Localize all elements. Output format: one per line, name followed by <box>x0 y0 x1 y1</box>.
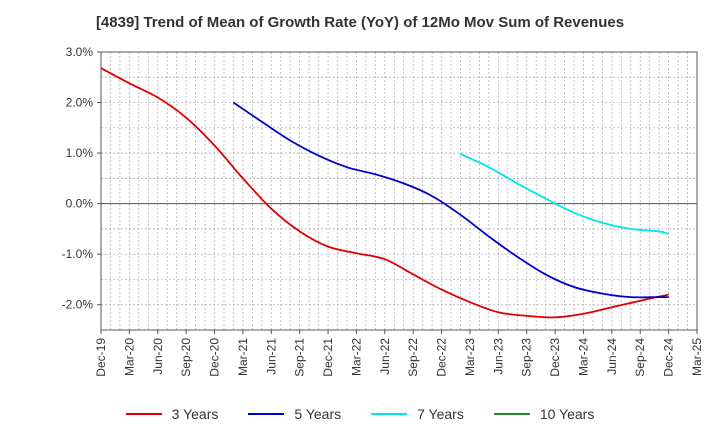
series-line-7-years <box>460 153 669 235</box>
x-tick-label: Dec-20 <box>208 338 222 377</box>
x-tick-label: Sep-20 <box>179 338 193 377</box>
chart-title: [4839] Trend of Mean of Growth Rate (YoY… <box>95 14 625 31</box>
legend-item-10-years: 10 Years <box>493 406 595 422</box>
y-tick-label: 1.0% <box>66 146 94 160</box>
legend-swatch <box>125 413 162 415</box>
x-tick-label: Jun-22 <box>378 338 392 375</box>
x-tick-label: Mar-23 <box>463 338 477 376</box>
x-tick-label: Dec-23 <box>548 338 562 377</box>
legend-swatch <box>248 413 285 415</box>
x-tick-label: Mar-25 <box>690 338 704 376</box>
plot-frame <box>100 51 698 331</box>
x-tick-label: Dec-22 <box>435 338 449 377</box>
series-line-3-years <box>100 67 669 319</box>
x-tick-label: Mar-22 <box>349 338 363 376</box>
y-tick-label: 2.0% <box>66 96 94 110</box>
legend-item-3-years: 3 Years <box>125 406 219 422</box>
x-tick-label: Jun-20 <box>151 338 165 375</box>
y-tick-label: -2.0% <box>62 298 94 312</box>
x-tick-label: Dec-24 <box>662 338 676 377</box>
x-tick-label: Mar-20 <box>122 338 136 376</box>
x-tick-label: Sep-24 <box>633 338 647 377</box>
x-tick-label: Dec-21 <box>321 338 335 377</box>
x-tick-label: Jun-21 <box>264 338 278 375</box>
legend-label: 3 Years <box>171 406 219 422</box>
x-tick-label: Sep-23 <box>520 338 534 377</box>
y-tick-label: 3.0% <box>66 45 94 59</box>
legend: 3 Years 5 Years 7 Years 10 Years <box>0 406 720 422</box>
x-tick-label: Dec-19 <box>94 338 108 377</box>
legend-label: 5 Years <box>294 406 342 422</box>
x-tick-label: Mar-21 <box>236 338 250 376</box>
x-tick-label: Jun-23 <box>491 338 505 375</box>
legend-item-5-years: 5 Years <box>248 406 341 422</box>
x-tick-label: Sep-21 <box>293 338 307 377</box>
y-tick-label: -1.0% <box>62 247 94 261</box>
legend-swatch <box>493 413 530 415</box>
x-tick-label: Sep-22 <box>406 338 420 377</box>
x-tick-label: Jun-24 <box>605 338 619 375</box>
legend-label: 10 Years <box>539 406 595 422</box>
x-tick-label: Mar-24 <box>576 338 590 376</box>
series-line-5-years <box>232 101 669 299</box>
y-tick-label: 0.0% <box>66 197 94 211</box>
legend-label: 7 Years <box>417 406 464 422</box>
legend-item-7-years: 7 Years <box>371 406 464 422</box>
legend-swatch <box>371 413 408 415</box>
